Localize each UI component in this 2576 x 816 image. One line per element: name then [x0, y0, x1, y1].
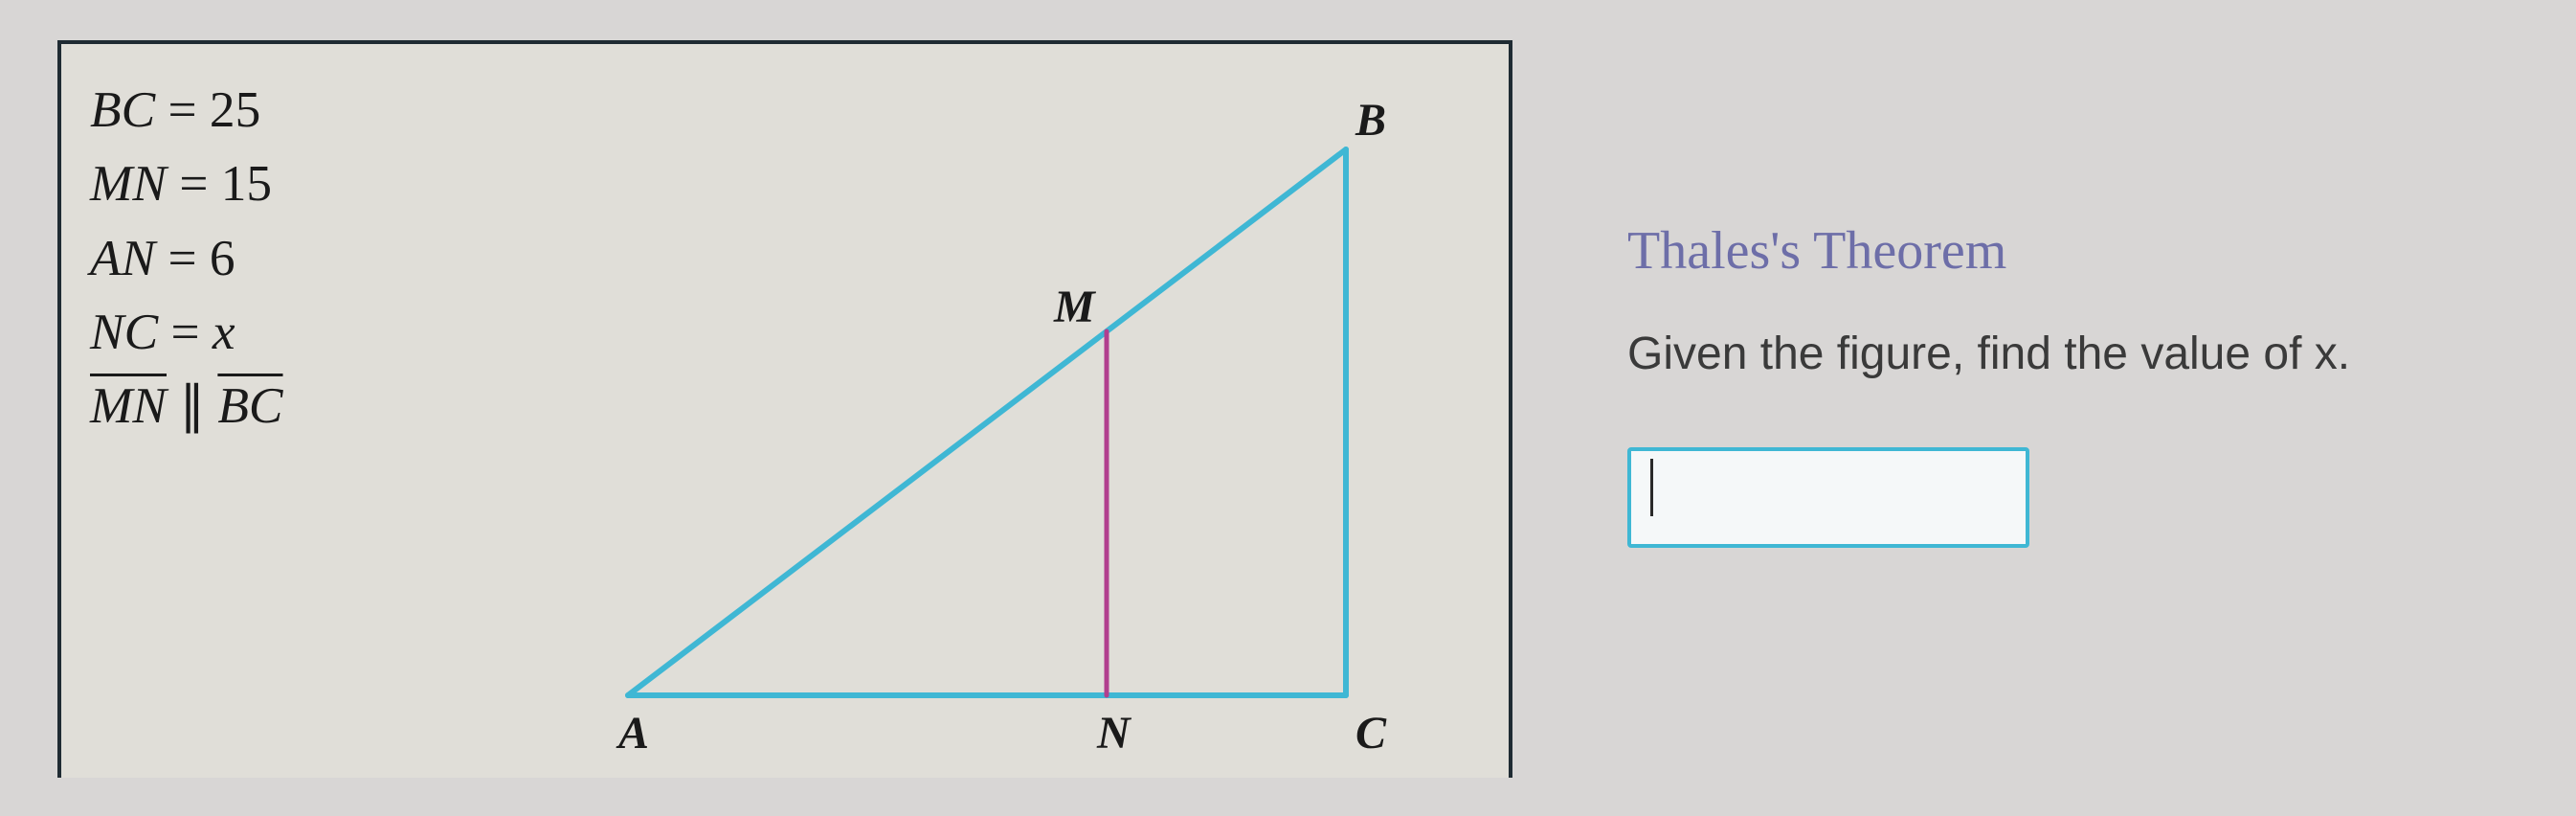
equals-sign: =	[179, 154, 220, 212]
content-row: BC = 25 MN = 15 AN = 6 NC = x MN	[0, 0, 2576, 816]
svg-text:C: C	[1355, 708, 1387, 753]
given-parallel: MN ∥ BC	[90, 369, 283, 442]
given-bc: BC = 25	[90, 73, 283, 147]
segment-mn: MN	[90, 376, 167, 434]
given-mn: MN = 15	[90, 147, 283, 220]
text-caret	[1650, 459, 1653, 516]
figure-panel: BC = 25 MN = 15 AN = 6 NC = x MN	[57, 40, 1512, 778]
parallel-symbol: ∥	[179, 376, 205, 434]
svg-text:M: M	[1053, 282, 1097, 332]
equals-sign: =	[170, 303, 212, 360]
given-an: AN = 6	[90, 221, 283, 295]
equals-sign: =	[168, 80, 210, 138]
svg-text:A: A	[616, 708, 649, 753]
given-an-rhs: 6	[210, 229, 235, 286]
triangle-diagram: A B C N M	[590, 102, 1451, 753]
equals-sign: =	[168, 229, 210, 286]
given-nc-rhs: x	[213, 303, 235, 360]
question-panel: Thales's Theorem Given the figure, find …	[1627, 220, 2537, 548]
svg-text:N: N	[1096, 708, 1132, 753]
given-bc-rhs: 25	[210, 80, 260, 138]
segment-bc: BC	[217, 376, 282, 434]
question-instruction: Given the figure, find the value of x.	[1627, 328, 2537, 380]
question-title: Thales's Theorem	[1627, 220, 2537, 282]
given-mn-rhs: 15	[221, 154, 272, 212]
given-nc-lhs: NC	[90, 303, 158, 360]
given-bc-lhs: BC	[90, 80, 155, 138]
given-mn-lhs: MN	[90, 154, 167, 212]
given-an-lhs: AN	[90, 229, 155, 286]
svg-text:B: B	[1355, 102, 1386, 146]
answer-input[interactable]	[1627, 447, 2029, 548]
given-nc: NC = x	[90, 295, 283, 369]
givens-block: BC = 25 MN = 15 AN = 6 NC = x MN	[90, 73, 283, 443]
